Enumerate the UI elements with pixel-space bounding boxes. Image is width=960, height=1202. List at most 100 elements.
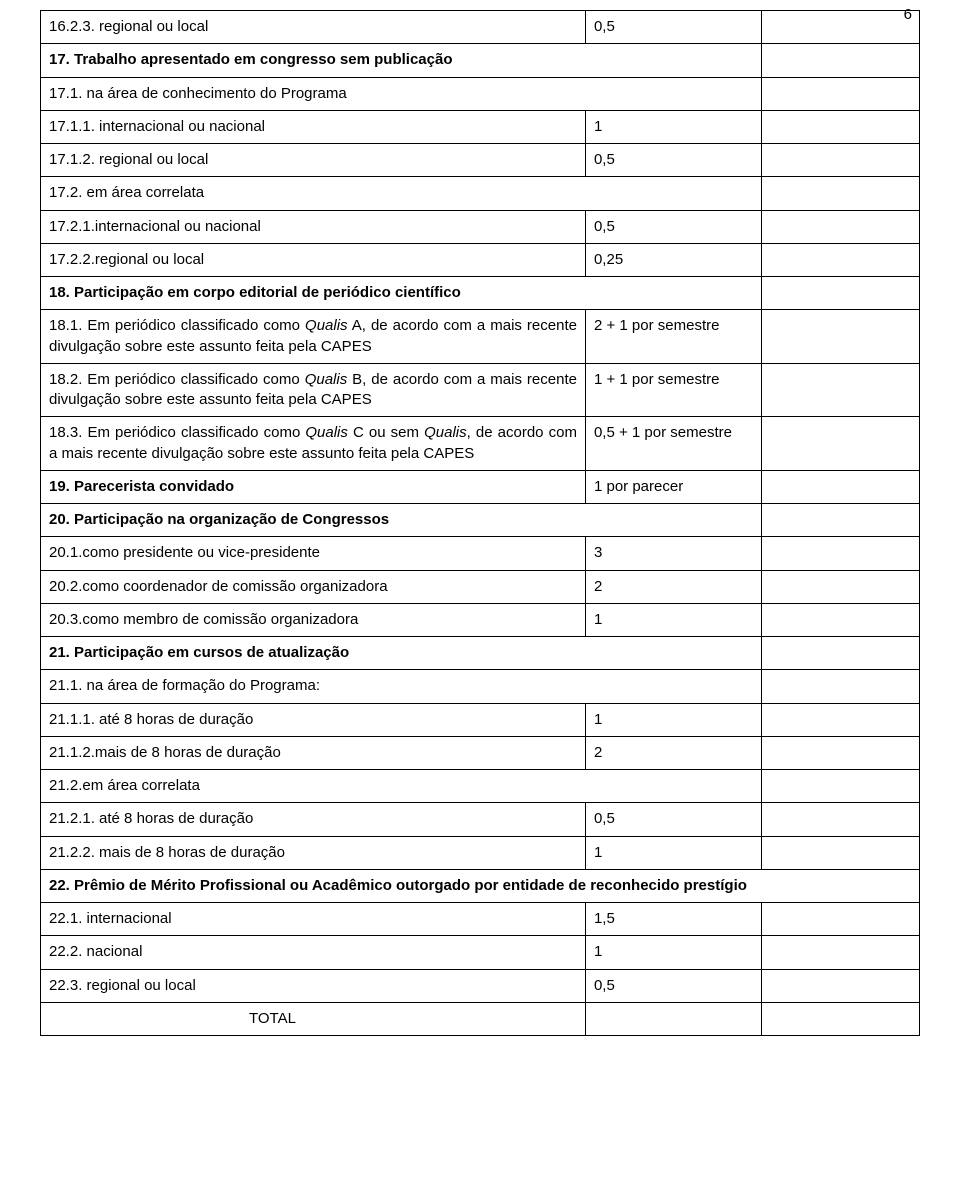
row-value: 1 + 1 por semestre — [585, 363, 761, 417]
row-empty — [761, 803, 919, 836]
row-description: 19. Parecerista convidado — [41, 470, 586, 503]
table-row: 17.2.1.internacional ou nacional0,5 — [41, 210, 920, 243]
row-description: 21.2.1. até 8 horas de duração — [41, 803, 586, 836]
row-description: 17.1. na área de conhecimento do Program… — [41, 77, 762, 110]
row-empty — [761, 703, 919, 736]
row-description: 18.3. Em periódico classificado como Qua… — [41, 417, 586, 471]
row-empty — [761, 11, 919, 44]
row-description: 21.1.1. até 8 horas de duração — [41, 703, 586, 736]
row-description: 18.1. Em periódico classificado como Qua… — [41, 310, 586, 364]
row-description: TOTAL — [41, 1002, 586, 1035]
row-value: 0,5 + 1 por semestre — [585, 417, 761, 471]
row-value: 1 — [585, 703, 761, 736]
row-value: 0,5 — [585, 11, 761, 44]
row-description: 17.1.1. internacional ou nacional — [41, 110, 586, 143]
table-row: 20.1.como presidente ou vice-presidente3 — [41, 537, 920, 570]
row-description: 20.1.como presidente ou vice-presidente — [41, 537, 586, 570]
row-description: 18.2. Em periódico classificado como Qua… — [41, 363, 586, 417]
row-empty — [761, 736, 919, 769]
row-empty — [761, 603, 919, 636]
table-row: 19. Parecerista convidado1 por parecer — [41, 470, 920, 503]
row-description: 21.1.2.mais de 8 horas de duração — [41, 736, 586, 769]
row-empty — [761, 936, 919, 969]
row-description: 22. Prêmio de Mérito Profissional ou Aca… — [41, 869, 920, 902]
row-empty — [761, 310, 919, 364]
row-empty — [761, 570, 919, 603]
table-row: 17.2.2.regional ou local0,25 — [41, 243, 920, 276]
row-value: 1 por parecer — [585, 470, 761, 503]
table-row: 22.2. nacional1 — [41, 936, 920, 969]
table-row: 21.2.2. mais de 8 horas de duração1 — [41, 836, 920, 869]
table-row: 17.1.2. regional ou local0,5 — [41, 144, 920, 177]
row-value: 2 — [585, 736, 761, 769]
table-row: 21.2.em área correlata — [41, 770, 920, 803]
table-row: TOTAL — [41, 1002, 920, 1035]
row-value: 1 — [585, 936, 761, 969]
row-description: 20. Participação na organização de Congr… — [41, 504, 762, 537]
row-empty — [761, 77, 919, 110]
table-row: 20.2.como coordenador de comissão organi… — [41, 570, 920, 603]
row-empty — [761, 770, 919, 803]
table-row: 21.2.1. até 8 horas de duração0,5 — [41, 803, 920, 836]
row-description: 22.1. internacional — [41, 903, 586, 936]
table-row: 18.2. Em periódico classificado como Qua… — [41, 363, 920, 417]
row-description: 20.2.como coordenador de comissão organi… — [41, 570, 586, 603]
row-description: 17.2. em área correlata — [41, 177, 762, 210]
row-empty — [761, 144, 919, 177]
row-description: 17. Trabalho apresentado em congresso se… — [41, 44, 762, 77]
row-empty — [761, 417, 919, 471]
table-row: 21.1.2.mais de 8 horas de duração2 — [41, 736, 920, 769]
table-row: 21. Participação em cursos de atualizaçã… — [41, 637, 920, 670]
row-description: 21.1. na área de formação do Programa: — [41, 670, 762, 703]
row-description: 20.3.como membro de comissão organizador… — [41, 603, 586, 636]
row-value: 1,5 — [585, 903, 761, 936]
table-row: 20. Participação na organização de Congr… — [41, 504, 920, 537]
table-row: 18.3. Em periódico classificado como Qua… — [41, 417, 920, 471]
table-row: 22.1. internacional1,5 — [41, 903, 920, 936]
criteria-table: 16.2.3. regional ou local0,517. Trabalho… — [40, 10, 920, 1036]
row-empty — [761, 670, 919, 703]
row-empty — [761, 470, 919, 503]
row-description: 21. Participação em cursos de atualizaçã… — [41, 637, 762, 670]
row-value: 1 — [585, 110, 761, 143]
row-value: 3 — [585, 537, 761, 570]
row-description: 21.2.em área correlata — [41, 770, 762, 803]
row-value: 2 — [585, 570, 761, 603]
row-description: 21.2.2. mais de 8 horas de duração — [41, 836, 586, 869]
table-row: 18.1. Em periódico classificado como Qua… — [41, 310, 920, 364]
row-empty — [761, 1002, 919, 1035]
row-description: 22.3. regional ou local — [41, 969, 586, 1002]
table-row: 17.1. na área de conhecimento do Program… — [41, 77, 920, 110]
row-value: 0,5 — [585, 210, 761, 243]
table-row: 22.3. regional ou local0,5 — [41, 969, 920, 1002]
row-empty — [761, 537, 919, 570]
row-empty — [761, 504, 919, 537]
row-value: 0,5 — [585, 969, 761, 1002]
table-row: 17.2. em área correlata — [41, 177, 920, 210]
table-row: 20.3.como membro de comissão organizador… — [41, 603, 920, 636]
row-empty — [761, 210, 919, 243]
table-row: 17. Trabalho apresentado em congresso se… — [41, 44, 920, 77]
document-page: 6 16.2.3. regional ou local0,517. Trabal… — [0, 0, 960, 1076]
row-description: 17.1.2. regional ou local — [41, 144, 586, 177]
table-row: 21.1.1. até 8 horas de duração1 — [41, 703, 920, 736]
row-description: 22.2. nacional — [41, 936, 586, 969]
row-description: 17.2.1.internacional ou nacional — [41, 210, 586, 243]
table-row: 22. Prêmio de Mérito Profissional ou Aca… — [41, 869, 920, 902]
row-empty — [761, 363, 919, 417]
row-empty — [761, 177, 919, 210]
row-empty — [761, 44, 919, 77]
row-empty — [761, 637, 919, 670]
row-value — [585, 1002, 761, 1035]
row-description: 16.2.3. regional ou local — [41, 11, 586, 44]
page-number: 6 — [904, 6, 912, 23]
row-value: 1 — [585, 836, 761, 869]
table-row: 17.1.1. internacional ou nacional1 — [41, 110, 920, 143]
table-row: 18. Participação em corpo editorial de p… — [41, 277, 920, 310]
row-empty — [761, 903, 919, 936]
row-empty — [761, 110, 919, 143]
row-description: 18. Participação em corpo editorial de p… — [41, 277, 762, 310]
row-value: 0,5 — [585, 803, 761, 836]
row-value: 2 + 1 por semestre — [585, 310, 761, 364]
row-description: 17.2.2.regional ou local — [41, 243, 586, 276]
